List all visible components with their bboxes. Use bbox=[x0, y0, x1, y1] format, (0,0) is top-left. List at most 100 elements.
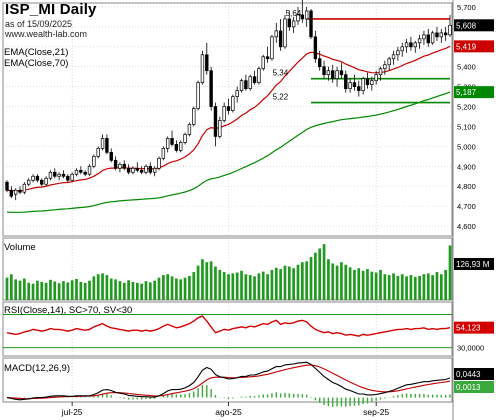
candle-body bbox=[339, 70, 344, 76]
x-tick-label: jul-25 bbox=[61, 407, 83, 417]
candle-body bbox=[378, 68, 383, 76]
volume-bar bbox=[422, 274, 426, 300]
x-tick-label: sep-25 bbox=[363, 407, 389, 417]
volume-bar bbox=[196, 265, 200, 300]
price-annotation: 5,22 bbox=[273, 93, 289, 102]
chart-title: ISP_MI Daily bbox=[5, 1, 97, 18]
as-of-date: as of 15/09/2025 bbox=[5, 19, 73, 29]
candle-body bbox=[192, 108, 196, 125]
volume-bar bbox=[387, 275, 391, 300]
candle-body bbox=[261, 56, 265, 70]
volume-bar bbox=[109, 278, 113, 300]
candle-body bbox=[66, 175, 70, 181]
rsi-last-badge-bg bbox=[454, 321, 494, 334]
volume-bar bbox=[49, 279, 52, 300]
candle-body bbox=[239, 80, 244, 91]
candle-body bbox=[40, 179, 44, 185]
volume-bar bbox=[127, 280, 130, 300]
price-annotation: 5,34 bbox=[273, 69, 289, 78]
candle-body bbox=[5, 181, 9, 191]
candle-body bbox=[57, 173, 61, 177]
macd-value-badge-bg bbox=[454, 367, 494, 380]
volume-bar bbox=[405, 276, 408, 300]
candle-body bbox=[274, 30, 278, 38]
candle-body bbox=[61, 173, 66, 177]
volume-bar bbox=[101, 273, 104, 300]
candle-body bbox=[148, 165, 153, 173]
volume-bar bbox=[366, 269, 369, 300]
candle-body bbox=[435, 32, 439, 38]
candle-body bbox=[170, 138, 174, 145]
candle-body bbox=[96, 148, 100, 157]
price-tick-label: 5,100 bbox=[457, 122, 476, 131]
candle-body bbox=[357, 86, 361, 91]
candle-body bbox=[352, 82, 357, 87]
price-tick-label: 5,700 bbox=[457, 3, 476, 12]
volume-bar bbox=[305, 261, 309, 300]
ema70-badge: 5,187 bbox=[456, 88, 477, 97]
volume-bar bbox=[140, 283, 143, 300]
candle-body bbox=[144, 165, 148, 173]
volume-bar bbox=[118, 281, 122, 300]
candle-body bbox=[426, 34, 430, 44]
candle-body bbox=[413, 42, 417, 48]
candle-body bbox=[331, 70, 335, 80]
candle-body bbox=[443, 32, 448, 36]
candle-body bbox=[318, 58, 322, 68]
candle-body bbox=[53, 171, 57, 177]
candle-body bbox=[79, 169, 83, 173]
volume-bar bbox=[5, 277, 9, 300]
volume-bar bbox=[14, 279, 18, 300]
volume-bar bbox=[270, 269, 274, 300]
candle-body bbox=[361, 78, 365, 91]
macd-value-badge: 0,0443 bbox=[456, 370, 481, 379]
volume-bar bbox=[353, 269, 356, 300]
candle-body bbox=[248, 76, 252, 89]
volume-bar bbox=[18, 280, 22, 300]
volume-bar bbox=[75, 278, 78, 300]
volume-bar bbox=[253, 276, 256, 300]
candle-body bbox=[9, 189, 14, 197]
volume-bar bbox=[183, 277, 187, 300]
volume-bar bbox=[431, 275, 434, 300]
volume-bar bbox=[370, 271, 374, 300]
ema21-badge: 5,419 bbox=[456, 42, 477, 51]
volume-bar bbox=[66, 282, 70, 300]
volume-bar bbox=[331, 263, 335, 300]
last-close-badge-bg bbox=[454, 19, 494, 32]
candle-body bbox=[100, 138, 105, 149]
volume-bar bbox=[248, 275, 252, 300]
volume-bar bbox=[96, 274, 100, 300]
volume-bar bbox=[418, 275, 421, 300]
volume-bar bbox=[27, 282, 31, 300]
candle-body bbox=[218, 120, 222, 137]
volume-bar bbox=[170, 276, 174, 300]
candle-body bbox=[152, 167, 157, 173]
volume-bar bbox=[166, 274, 170, 300]
candle-body bbox=[278, 30, 283, 48]
volume-bar bbox=[274, 267, 278, 300]
price-annotation: 5,64 bbox=[286, 9, 302, 18]
volume-bar bbox=[435, 272, 439, 300]
volume-bar bbox=[88, 280, 91, 300]
macd-hist-badge-bg bbox=[454, 380, 494, 393]
macd-panel-label: MACD(12,26,9) bbox=[4, 363, 70, 374]
candle-body bbox=[270, 36, 274, 60]
candle-body bbox=[309, 10, 313, 38]
volume-bar bbox=[413, 276, 417, 300]
panel-frame bbox=[2, 2, 453, 237]
volume-bar bbox=[261, 271, 265, 300]
ema21-label: EMA(Close,21) bbox=[4, 47, 69, 58]
candle-body bbox=[370, 80, 374, 85]
candle-body bbox=[87, 165, 92, 175]
volume-bar bbox=[357, 268, 361, 300]
candle-body bbox=[422, 34, 426, 40]
candle-body bbox=[205, 54, 209, 72]
candle-body bbox=[27, 179, 31, 185]
candle-body bbox=[252, 76, 257, 84]
candle-body bbox=[109, 152, 113, 161]
volume-bar bbox=[426, 273, 430, 300]
volume-bar bbox=[31, 283, 35, 300]
